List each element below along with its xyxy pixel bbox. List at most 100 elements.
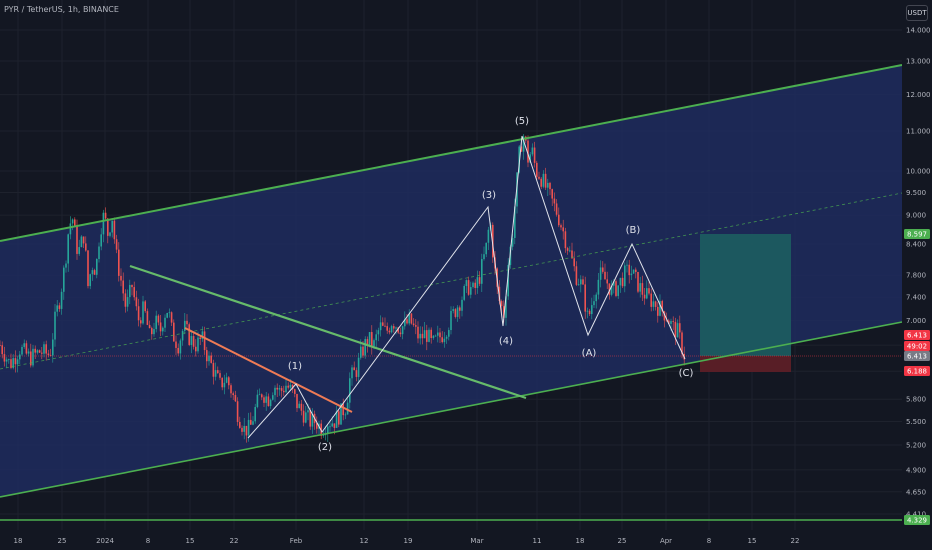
candle-body (168, 312, 171, 314)
candle-body (624, 265, 626, 287)
candle-body (588, 310, 591, 315)
target-zone (700, 234, 791, 356)
price-tick-label: 12.000 (906, 91, 931, 99)
candle-body (272, 395, 274, 400)
candle-body (577, 284, 580, 286)
currency-button[interactable]: USDT (906, 5, 928, 21)
candle-body (221, 377, 223, 388)
candle-body (349, 378, 351, 403)
symbol-header: PYR / TetherUS, 1h, BINANCE (4, 5, 119, 14)
time-tick-label: Apr (660, 537, 672, 545)
candle-body (621, 277, 624, 287)
candle-body (142, 301, 144, 324)
candle-body (173, 322, 175, 342)
candle-body (437, 332, 439, 336)
candle-body (610, 285, 613, 295)
candle-body (285, 385, 287, 393)
time-tick-label: 11 (533, 537, 542, 545)
candle-body (366, 339, 369, 345)
wave-label: (4) (499, 336, 513, 347)
candle-body (3, 354, 6, 362)
candle-body (5, 359, 8, 362)
candle-body (538, 176, 540, 179)
candle-body (43, 344, 45, 354)
wave-label: (1) (288, 361, 302, 372)
candle-body (602, 267, 604, 272)
candle-body (643, 294, 646, 299)
price-tick-label: 14.000 (906, 27, 931, 35)
candle-body (113, 220, 116, 240)
price-tick-label: 13.000 (906, 58, 931, 66)
candle-body (52, 339, 54, 356)
candle-body (19, 354, 21, 360)
price-tick-label: 9.000 (906, 212, 926, 220)
candle-body (203, 331, 206, 351)
candle-body (520, 146, 523, 152)
candle-body (21, 346, 23, 355)
candle-body (162, 327, 164, 332)
candle-body (371, 332, 373, 347)
candle-body (514, 206, 516, 238)
candle-body (252, 421, 254, 425)
candle-body (652, 301, 655, 307)
candle-body (558, 214, 560, 226)
price-tick-label: 4.900 (906, 466, 926, 474)
time-tick-label: 22 (230, 537, 239, 545)
wave-label: (2) (318, 442, 332, 453)
candle-body (197, 337, 199, 352)
candle-body (256, 394, 259, 407)
candle-body (399, 332, 402, 335)
time-axis-bg (0, 531, 902, 550)
candle-body (186, 320, 188, 325)
candle-body (606, 279, 608, 284)
candle-body (10, 359, 12, 368)
candle-body (199, 337, 201, 340)
candle-body (87, 250, 89, 287)
candle-body (331, 423, 333, 427)
candle-body (234, 395, 237, 402)
candle-body (232, 393, 234, 396)
candle-body (428, 329, 430, 342)
candle-body (111, 220, 113, 233)
candle-body (663, 311, 666, 321)
candle-body (291, 384, 294, 390)
candle-body (379, 322, 382, 331)
wave-label: (B) (626, 225, 641, 236)
candle-body (276, 387, 278, 390)
candle-body (201, 331, 204, 340)
candle-body (481, 259, 483, 284)
candle-body (571, 250, 573, 259)
candle-body (155, 315, 157, 330)
candle-body (549, 182, 551, 190)
candle-body (60, 291, 63, 309)
candle-body (672, 321, 674, 322)
candle-body (375, 334, 377, 341)
candle-body (410, 313, 413, 324)
candle-body (247, 419, 250, 436)
candle-body (641, 283, 644, 295)
candle-body (118, 249, 120, 276)
candle-body (188, 324, 190, 345)
candle-body (100, 234, 102, 247)
candle-body (456, 307, 459, 317)
candle-body (463, 286, 465, 300)
candle-body (45, 344, 47, 354)
candle-body (32, 348, 34, 366)
candle-body (388, 330, 391, 333)
candle-body (69, 223, 72, 235)
candle-body (210, 355, 212, 363)
candle-body (289, 384, 292, 388)
price-tick-label: 7.000 (906, 317, 926, 325)
candle-body (357, 357, 360, 377)
price-tick-label: 7.400 (906, 294, 926, 302)
candle-body (265, 396, 267, 403)
candle-body (294, 389, 296, 394)
candle-body (305, 412, 307, 423)
candle-body (426, 330, 428, 342)
candle-body (327, 426, 329, 434)
candle-body (219, 373, 221, 378)
candle-body (63, 267, 65, 292)
time-tick-label: 15 (186, 537, 195, 545)
candle-body (146, 311, 149, 325)
